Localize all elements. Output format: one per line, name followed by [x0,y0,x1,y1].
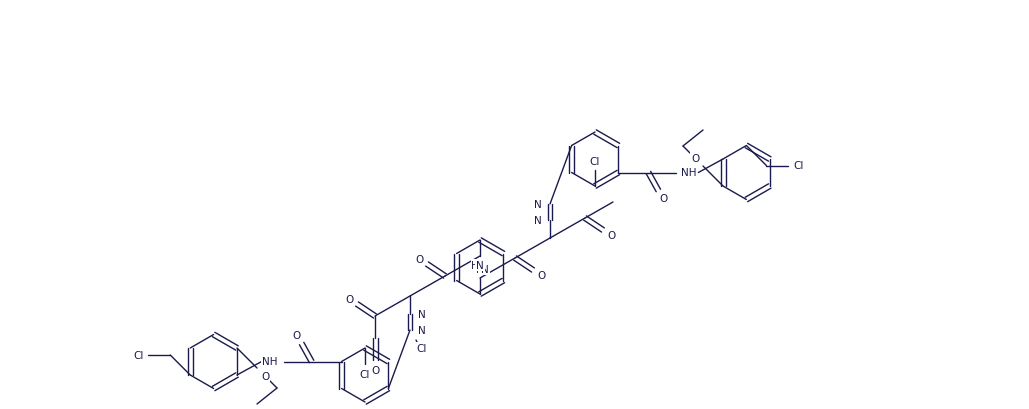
Text: Cl: Cl [793,161,804,171]
Text: N: N [482,264,489,274]
Text: Cl: Cl [417,343,427,353]
Text: Cl: Cl [590,157,600,166]
Text: N: N [476,261,484,270]
Text: Cl: Cl [133,350,143,360]
Text: H: H [471,261,478,270]
Text: NH: NH [680,168,697,178]
Text: N: N [534,200,542,209]
Text: O: O [690,154,699,164]
Text: Cl: Cl [360,369,370,379]
Text: O: O [607,230,615,240]
Text: NH: NH [261,357,278,366]
Text: H: H [476,264,484,274]
Text: O: O [261,371,270,381]
Text: O: O [292,331,300,341]
Text: O: O [370,365,379,375]
Text: O: O [345,294,353,304]
Text: N: N [534,216,542,225]
Text: N: N [418,309,426,319]
Text: N: N [418,325,426,335]
Text: O: O [537,270,545,280]
Text: O: O [415,254,423,264]
Text: O: O [660,194,668,204]
